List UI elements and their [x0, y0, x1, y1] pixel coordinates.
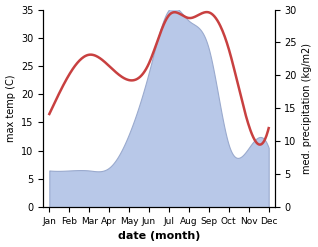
- Y-axis label: max temp (C): max temp (C): [5, 75, 16, 142]
- Y-axis label: med. precipitation (kg/m2): med. precipitation (kg/m2): [302, 43, 313, 174]
- X-axis label: date (month): date (month): [118, 231, 200, 242]
